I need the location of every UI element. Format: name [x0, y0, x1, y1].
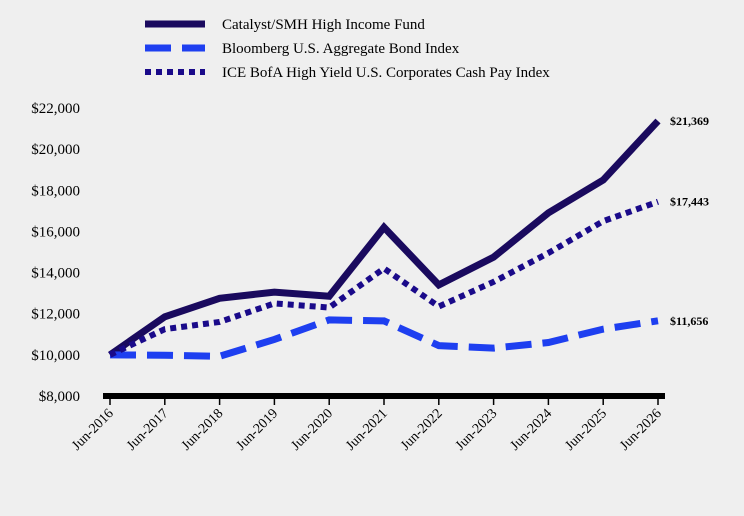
y-tick-label: $8,000: [39, 389, 80, 405]
x-tick-label: Jun-2025: [563, 406, 610, 453]
x-tick-label: Jun-2026: [617, 406, 664, 453]
series-line-0: [108, 118, 661, 358]
end-value-label-1: $11,656: [670, 314, 708, 328]
x-tick-label: Jun-2017: [124, 406, 171, 453]
y-tick-label: $16,000: [31, 224, 80, 240]
legend: Catalyst/SMH High Income Fund Bloomberg U…: [145, 17, 550, 81]
x-tick-label: Jun-2021: [343, 406, 390, 453]
legend-label-1: Bloomberg U.S. Aggregate Bond Index: [222, 41, 460, 57]
x-axis: Jun-2016 Jun-2017 Jun-2018 Jun-2019 Jun-2020…: [69, 393, 665, 454]
x-tick-label: Jun-2019: [234, 406, 281, 453]
y-axis: $8,000 $10,000 $12,000 $14,000 $16,000 $18,00…: [31, 101, 80, 405]
x-tick-label: Jun-2024: [508, 406, 555, 453]
y-tick-label: $22,000: [31, 101, 80, 117]
y-tick-label: $10,000: [31, 348, 80, 364]
legend-label-0: Catalyst/SMH High Income Fund: [222, 17, 425, 33]
end-value-label-2: $17,443: [670, 195, 709, 209]
x-tick-label: Jun-2018: [179, 406, 226, 453]
series-lines: [108, 118, 661, 360]
y-tick-label: $12,000: [31, 307, 80, 323]
x-tick-label: Jun-2016: [69, 406, 116, 453]
y-tick-label: $20,000: [31, 142, 80, 158]
y-tick-label: $14,000: [31, 266, 80, 282]
x-tick-label: Jun-2023: [453, 406, 500, 453]
series-line-1: [109, 316, 659, 360]
x-tick-label: Jun-2020: [289, 406, 336, 453]
y-tick-label: $18,000: [31, 183, 80, 199]
legend-label-2: ICE BofA High Yield U.S. Corporates Cash…: [222, 65, 550, 81]
end-labels: $21,369 $11,656 $17,443: [670, 114, 709, 328]
end-value-label-0: $21,369: [670, 114, 709, 128]
x-tick-label: Jun-2022: [398, 406, 445, 453]
